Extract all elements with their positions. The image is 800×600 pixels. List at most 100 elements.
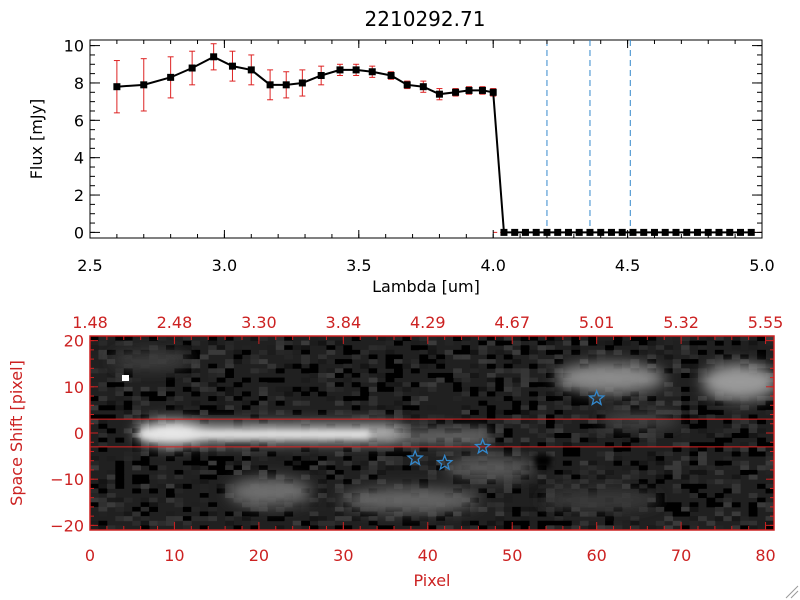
noise-cell bbox=[706, 465, 716, 471]
noise-cell bbox=[250, 520, 260, 526]
noise-cell bbox=[191, 391, 201, 397]
noise-cell bbox=[242, 391, 251, 397]
noise-cell bbox=[554, 469, 564, 475]
noise-cell bbox=[208, 377, 218, 383]
noise-cell bbox=[757, 446, 766, 452]
noise-cell bbox=[630, 451, 640, 457]
noise-cell bbox=[740, 405, 750, 411]
noise-cell bbox=[309, 442, 319, 448]
noise-cell bbox=[301, 396, 310, 402]
noise-cell bbox=[258, 414, 268, 420]
noise-cell bbox=[225, 363, 234, 369]
noise-cell bbox=[309, 465, 319, 471]
noise-cell bbox=[537, 419, 547, 425]
noise-cell bbox=[672, 469, 682, 475]
noise-cell bbox=[554, 433, 564, 439]
noise-cell bbox=[402, 336, 412, 342]
noise-cell bbox=[334, 483, 344, 489]
noise-cell bbox=[765, 400, 774, 406]
noise-cell bbox=[698, 451, 707, 457]
noise-cell bbox=[731, 479, 741, 485]
noise-cell bbox=[495, 516, 505, 522]
noise-cell bbox=[647, 354, 657, 360]
noise-cell bbox=[334, 382, 344, 388]
noise-cell bbox=[579, 520, 589, 526]
noise-cell bbox=[512, 368, 522, 374]
noise-cell bbox=[309, 372, 319, 378]
noise-cell bbox=[486, 359, 496, 365]
noise-cell bbox=[394, 354, 403, 360]
noise-cell bbox=[622, 359, 631, 365]
noise-cell bbox=[529, 354, 538, 360]
resize-grip-icon[interactable] bbox=[785, 585, 799, 599]
noise-cell bbox=[748, 502, 758, 508]
noise-cell bbox=[461, 340, 471, 346]
noise-cell bbox=[410, 423, 420, 429]
noise-cell bbox=[106, 497, 116, 503]
noise-cell bbox=[672, 488, 682, 494]
noise-cell bbox=[419, 479, 429, 485]
noise-cell bbox=[301, 359, 310, 365]
noise-cell bbox=[394, 511, 403, 517]
noise-cell bbox=[360, 349, 370, 355]
noise-cell bbox=[242, 409, 251, 415]
noise-cell bbox=[394, 363, 403, 369]
flux-point bbox=[419, 83, 427, 91]
noise-cell bbox=[191, 502, 201, 508]
noise-cell bbox=[385, 525, 395, 530]
noise-cell bbox=[368, 451, 378, 457]
noise-cell bbox=[681, 428, 690, 434]
noise-cell bbox=[233, 465, 243, 471]
noise-cell bbox=[385, 363, 395, 369]
noise-cell bbox=[478, 506, 488, 512]
noise-cell bbox=[149, 465, 158, 471]
noise-cell bbox=[562, 391, 572, 397]
noise-cell bbox=[292, 451, 302, 457]
noise-cell bbox=[360, 506, 370, 512]
noise-cell bbox=[106, 483, 116, 489]
noise-cell bbox=[723, 465, 733, 471]
noise-cell bbox=[90, 382, 99, 388]
noise-cell bbox=[360, 377, 370, 383]
noise-cell bbox=[115, 502, 125, 508]
noise-cell bbox=[655, 400, 665, 406]
noise-cell bbox=[326, 372, 336, 378]
noise-cell bbox=[343, 516, 353, 522]
noise-cell bbox=[740, 428, 750, 434]
noise-cell bbox=[562, 451, 572, 457]
noise-cell bbox=[647, 525, 657, 530]
noise-cell bbox=[647, 340, 657, 346]
noise-cell bbox=[588, 359, 598, 365]
noise-cell bbox=[664, 502, 674, 508]
noise-cell bbox=[486, 336, 496, 342]
noise-cell bbox=[681, 506, 690, 512]
noise-cell bbox=[664, 446, 674, 452]
noise-cell bbox=[655, 433, 665, 439]
noise-cell bbox=[655, 456, 665, 462]
noise-cell bbox=[149, 451, 158, 457]
noise-cell bbox=[98, 414, 108, 420]
noise-cell bbox=[284, 460, 294, 466]
noise-cell bbox=[216, 465, 226, 471]
flux-point bbox=[629, 228, 637, 236]
noise-cell bbox=[174, 497, 184, 503]
noise-cell bbox=[351, 377, 361, 383]
noise-cell bbox=[681, 396, 690, 402]
noise-cell bbox=[470, 386, 479, 392]
noise-cell bbox=[664, 506, 674, 512]
noise-cell bbox=[655, 345, 665, 351]
noise-cell bbox=[385, 386, 395, 392]
noise-cell bbox=[748, 423, 758, 429]
noise-cell bbox=[402, 479, 412, 485]
noise-cell bbox=[512, 377, 522, 383]
noise-cell bbox=[182, 377, 192, 383]
top-y-tick-label: 2 bbox=[74, 186, 84, 205]
noise-cell bbox=[681, 372, 690, 378]
noise-cell bbox=[562, 460, 572, 466]
noise-cell bbox=[546, 428, 555, 434]
noise-cell bbox=[402, 409, 412, 415]
noise-cell bbox=[275, 349, 285, 355]
noise-cell bbox=[596, 423, 606, 429]
noise-cell bbox=[140, 479, 150, 485]
noise-cell bbox=[588, 511, 598, 517]
